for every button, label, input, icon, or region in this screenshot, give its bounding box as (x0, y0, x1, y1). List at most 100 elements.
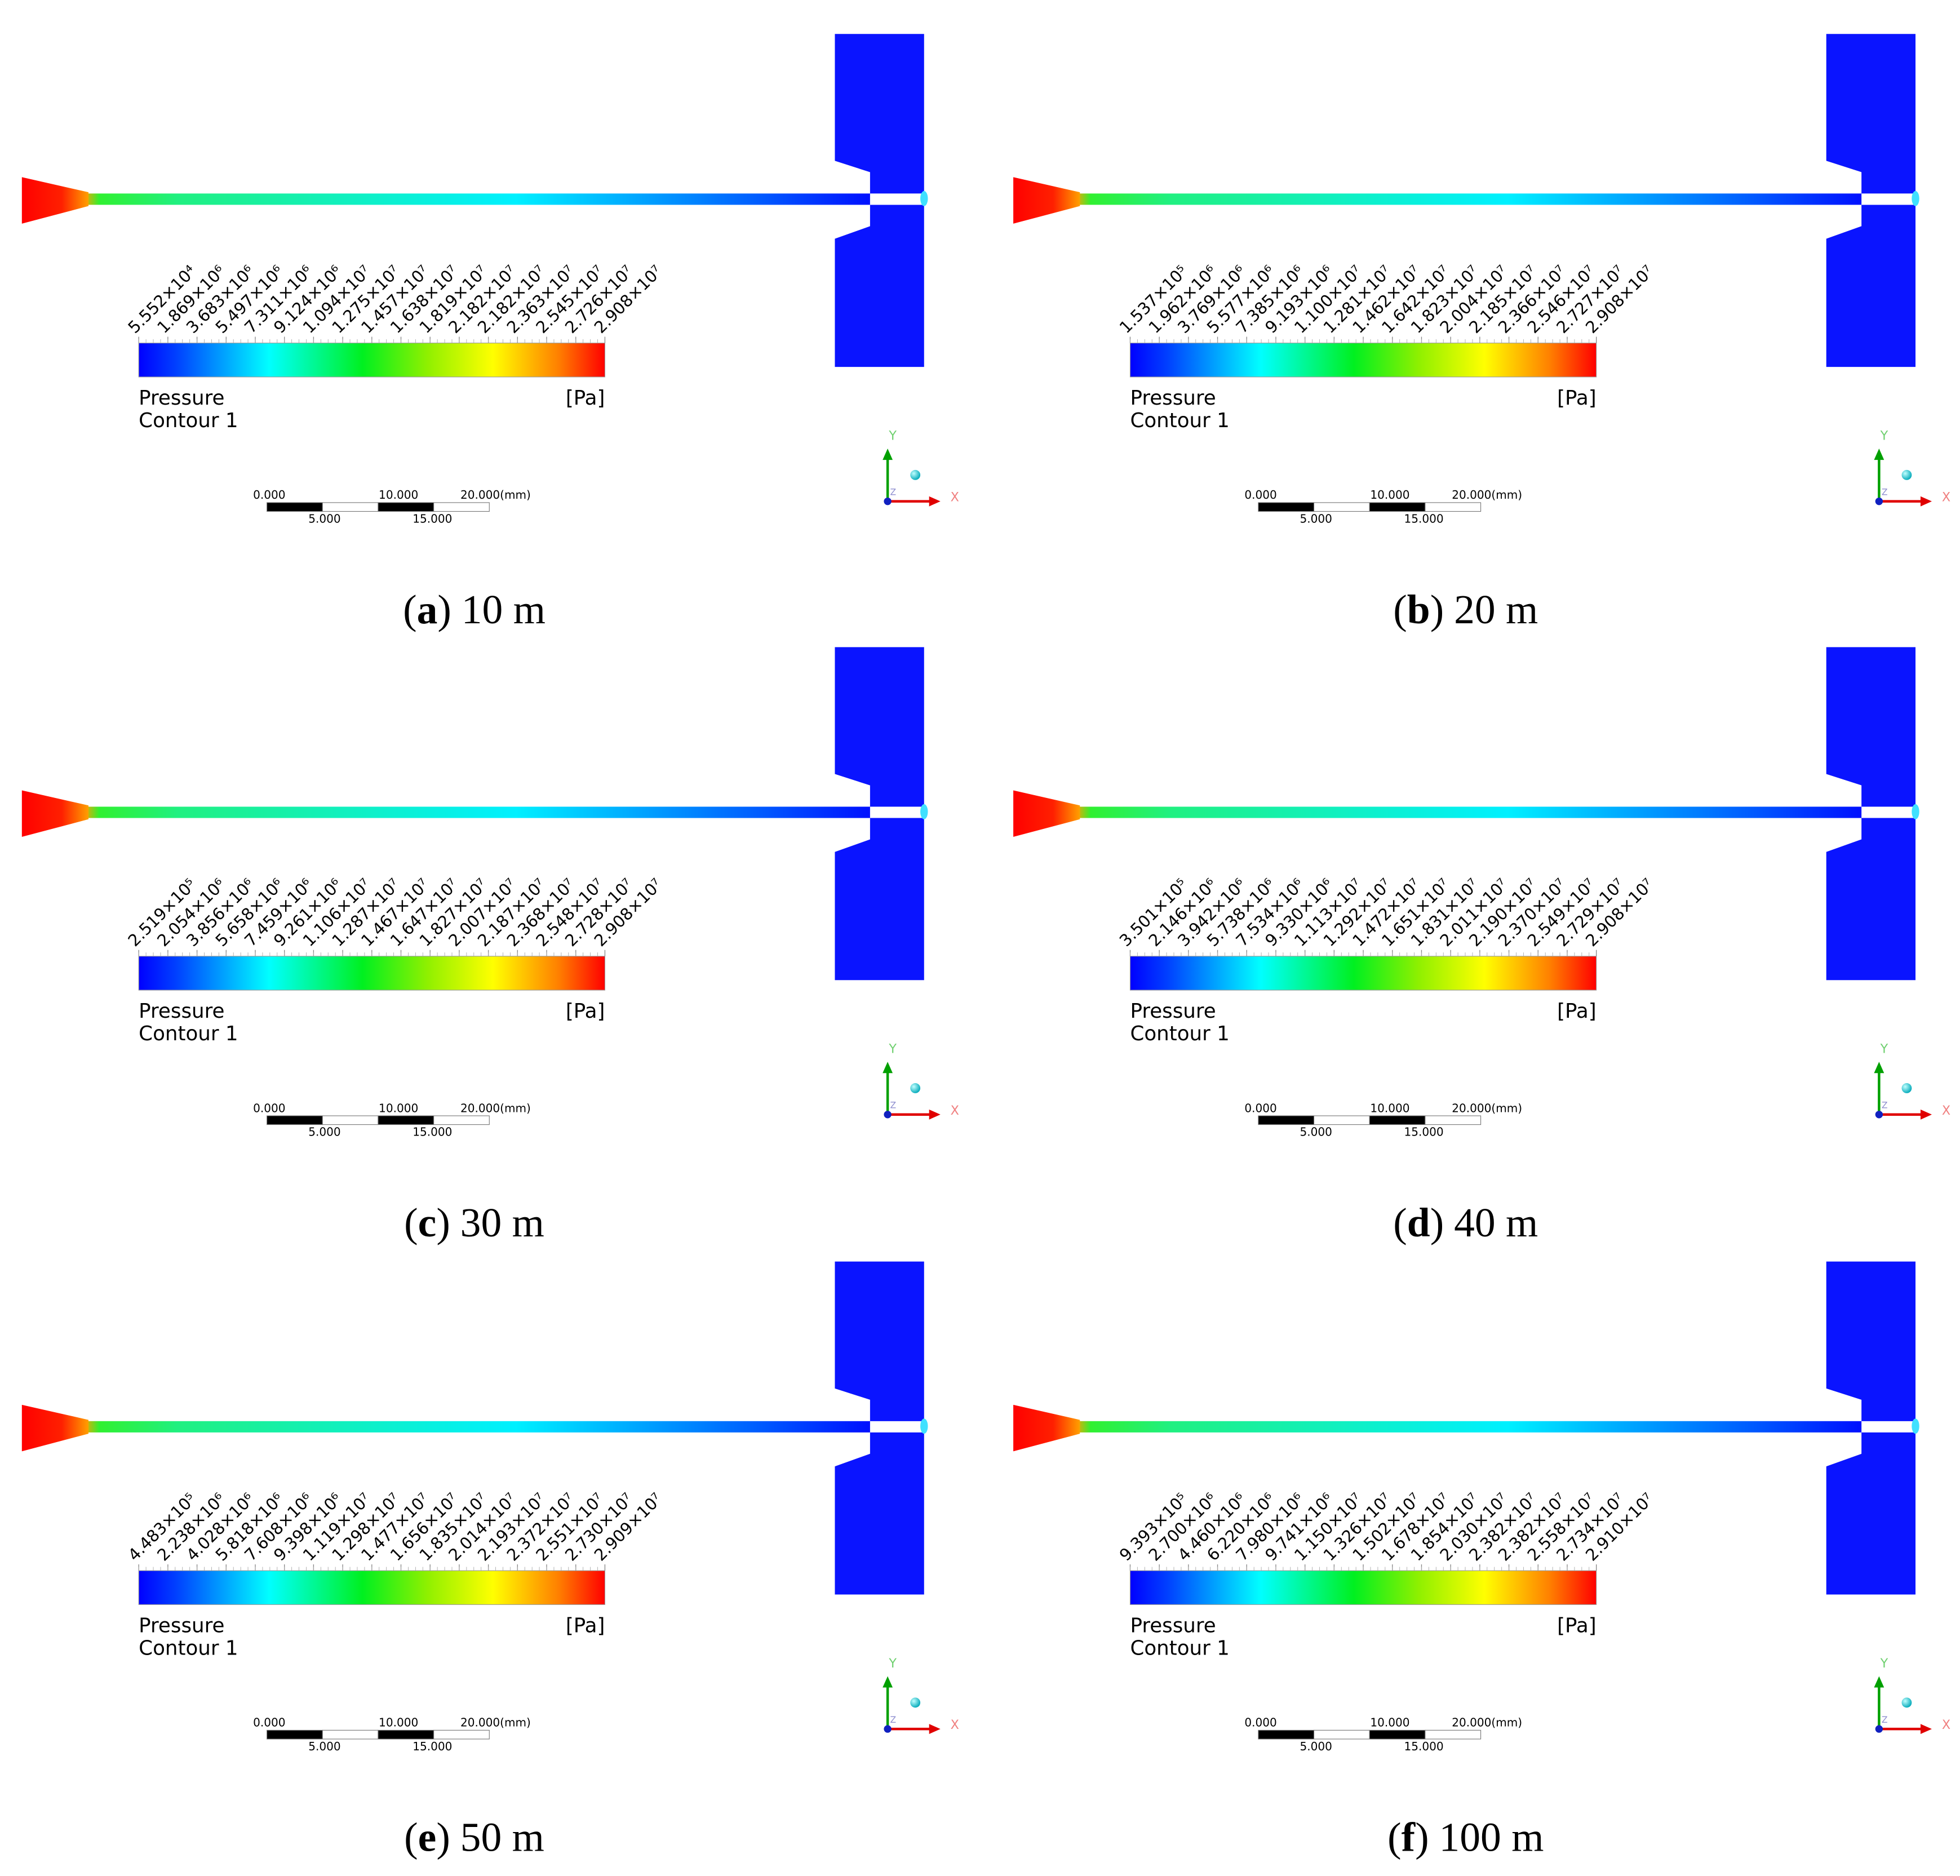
caption-open: ( (403, 586, 417, 632)
legend-title: Pressure (139, 1000, 224, 1023)
legend-title: Pressure (139, 387, 224, 410)
scale-label: 5.000 (308, 1125, 340, 1139)
scale-segment (433, 1729, 490, 1740)
caption-close: ) (436, 1199, 450, 1245)
scale-label: 10.000 (1370, 1101, 1409, 1115)
scale-label: 15.000 (1404, 1125, 1444, 1139)
scale-label: 20.000(mm) (1452, 1716, 1522, 1729)
scale-label: 10.000 (1370, 1716, 1409, 1729)
scale-segment (322, 1729, 379, 1740)
caption-close: ) (1430, 586, 1444, 632)
scale-segment (1313, 1115, 1370, 1125)
axis-y-head (883, 449, 893, 460)
scale-label: 10.000 (379, 1716, 418, 1729)
axis-label: Z (1882, 1715, 1888, 1725)
axis-label: Y (888, 1656, 897, 1671)
legend-title: Pressure (139, 1614, 224, 1637)
pipe (83, 806, 870, 818)
caption-letter: e (418, 1813, 437, 1860)
scale-segment (267, 1115, 323, 1125)
caption: (b) 20 m (1393, 586, 1538, 632)
nozzle (1013, 177, 1080, 224)
axis-label: Z (890, 487, 897, 498)
legend-bar (138, 1570, 605, 1605)
nozzle (1013, 1404, 1080, 1452)
pipe (1075, 1421, 1862, 1432)
caption: (e) 50 m (404, 1813, 544, 1860)
axis-label: Y (1880, 428, 1888, 443)
legend-unit: [Pa] (1557, 387, 1597, 410)
caption-open: ( (404, 1813, 418, 1860)
pipe (83, 193, 870, 205)
scale-segment (1369, 502, 1426, 512)
caption: (a) 10 m (403, 586, 546, 632)
origin (884, 1725, 892, 1733)
nozzle (1013, 790, 1080, 837)
scale-label: 20.000(mm) (1452, 488, 1522, 502)
scale-label: 0.000 (1244, 488, 1276, 502)
outlet (1912, 804, 1919, 819)
axis-label: X (951, 1718, 959, 1732)
caption: (c) 30 m (404, 1199, 544, 1245)
scale-segment (1369, 1115, 1426, 1125)
axis-x-head (929, 496, 941, 507)
axis-label: Y (1880, 1042, 1888, 1057)
block (1826, 34, 1916, 367)
caption: (d) 40 m (1393, 1199, 1538, 1245)
scale-segment (322, 1115, 379, 1125)
axis-label: Y (888, 1042, 897, 1057)
legend-unit: [Pa] (566, 1614, 605, 1637)
scale-segment (378, 502, 434, 512)
legend-bar (138, 343, 605, 378)
scale-label: 20.000(mm) (460, 1716, 531, 1729)
caption-open: ( (1387, 1813, 1402, 1860)
origin (1875, 1725, 1883, 1733)
axis-label: Y (1880, 1656, 1888, 1671)
scale-label: 20.000(mm) (460, 1101, 531, 1115)
axis-label: X (1942, 490, 1950, 505)
legend-unit: [Pa] (566, 387, 605, 410)
legend-subtitle: Contour 1 (139, 1022, 238, 1045)
outlet (920, 804, 928, 819)
caption-close: ) (1415, 1813, 1429, 1860)
sphere (910, 1697, 921, 1708)
scale-segment (1313, 502, 1370, 512)
caption-open: ( (1393, 1199, 1407, 1245)
caption-close: ) (1430, 1199, 1444, 1245)
panel: 3.501×10⁵2.146×10⁶3.942×10⁶5.738×10⁶7.53… (1013, 647, 1950, 1245)
nozzle (21, 177, 89, 224)
axis-x-head (929, 1109, 941, 1120)
caption-text: 10 m (462, 586, 546, 632)
panel: 9.393×10⁵2.700×10⁶4.460×10⁶6.220×10⁶7.98… (1013, 1261, 1950, 1860)
legend-title: Pressure (1130, 1000, 1216, 1023)
scale-label: 15.000 (413, 1125, 452, 1139)
legend-subtitle: Contour 1 (1130, 1637, 1229, 1660)
axis-label: Y (888, 428, 897, 443)
caption-letter: d (1407, 1199, 1430, 1245)
scale-segment (322, 502, 379, 512)
legend-unit: [Pa] (566, 1000, 605, 1023)
scale-label: 0.000 (253, 488, 285, 502)
legend-subtitle: Contour 1 (1130, 1022, 1229, 1045)
scale-label: 10.000 (379, 1101, 418, 1115)
legend-title: Pressure (1130, 1614, 1216, 1637)
sphere (1901, 469, 1912, 480)
axis-x-head (1920, 496, 1932, 507)
origin (884, 497, 892, 505)
scale-label: 15.000 (1404, 1740, 1444, 1753)
caption-open: ( (404, 1199, 418, 1245)
block (835, 34, 924, 367)
panel: 4.483×10⁵2.238×10⁶4.028×10⁶5.818×10⁶7.60… (21, 1261, 959, 1860)
axis-label: Z (890, 1101, 897, 1111)
scale-segment (1369, 1729, 1426, 1740)
axis-label: X (951, 490, 959, 505)
caption-text: 50 m (460, 1813, 544, 1860)
scale-segment (378, 1115, 434, 1125)
axis-label: Z (890, 1715, 897, 1725)
block (835, 1261, 924, 1595)
axis-label: Z (1882, 1101, 1888, 1111)
block (835, 647, 924, 981)
caption-text: 40 m (1454, 1199, 1538, 1245)
caption-close: ) (436, 1813, 450, 1860)
